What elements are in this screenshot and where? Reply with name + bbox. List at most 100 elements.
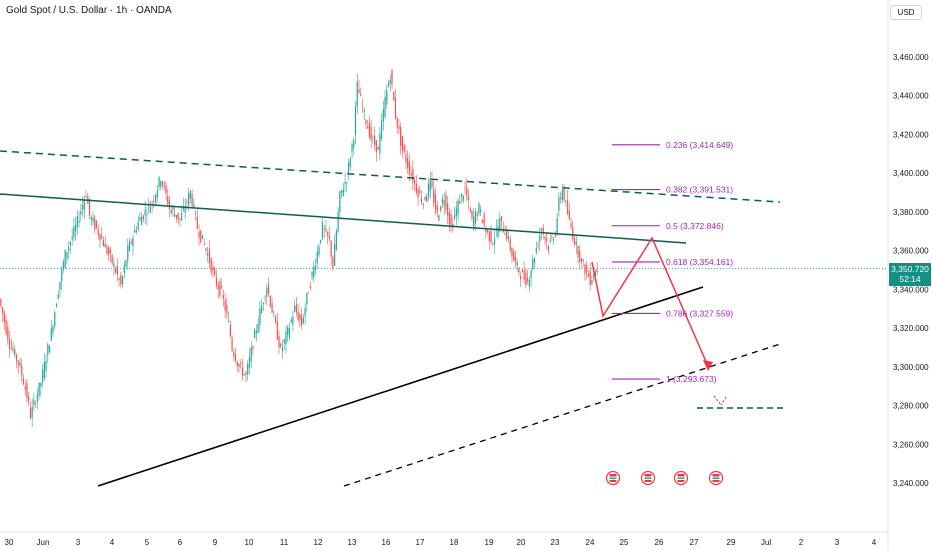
candle-body <box>257 323 259 333</box>
candle-body <box>340 190 343 193</box>
descending-trendline[interactable] <box>0 193 687 244</box>
price-tick-label: 3,460.000 <box>893 53 929 62</box>
candle-body <box>193 204 195 208</box>
candle-body <box>233 351 235 357</box>
candle-body <box>254 330 256 339</box>
candle-body <box>507 236 510 239</box>
time-tick-label: 4 <box>872 538 877 547</box>
candle-body <box>188 193 190 206</box>
price-tick-label: 3,300.000 <box>893 363 929 372</box>
candle-body <box>274 316 277 323</box>
price-tick-label: 3,440.000 <box>893 92 929 101</box>
candle-body <box>123 265 125 273</box>
time-tick-label: 12 <box>314 538 323 547</box>
candle-body <box>356 81 358 107</box>
candle-body <box>50 328 52 340</box>
event-flag-icon[interactable] <box>673 470 689 486</box>
candle-body <box>287 326 289 335</box>
candle-body <box>116 266 118 275</box>
candle-body <box>372 137 374 139</box>
candle-body <box>436 205 438 213</box>
candle-body <box>377 146 379 150</box>
candle-body <box>240 362 242 364</box>
candle-body <box>300 315 303 326</box>
candle-body <box>471 211 473 218</box>
event-flag-icon[interactable] <box>640 470 656 486</box>
candle-body <box>120 275 122 285</box>
candle-body <box>261 305 263 313</box>
candle-body <box>593 275 595 277</box>
candle-body <box>130 241 132 243</box>
candle-body <box>353 140 355 147</box>
candle-body <box>222 295 224 299</box>
candle-body <box>367 126 369 129</box>
candle-body <box>523 270 525 280</box>
candle-body <box>382 109 384 122</box>
candle-body <box>589 270 591 286</box>
candle-body <box>200 230 202 243</box>
candle-body <box>85 196 87 198</box>
event-flags[interactable] <box>605 470 724 486</box>
event-flag-icon[interactable] <box>605 470 621 486</box>
candle-body <box>342 189 344 196</box>
projection-path[interactable] <box>591 236 709 367</box>
symbol-title[interactable]: Gold Spot / U.S. Dollar · 1h · OANDA <box>6 5 172 16</box>
price-tick-label: 3,320.000 <box>893 324 929 333</box>
lower-dashed-channel-line[interactable] <box>343 343 781 487</box>
currency-selector[interactable]: USD <box>890 5 922 20</box>
candle-body <box>549 240 551 243</box>
candle-body <box>102 240 105 247</box>
candle-body <box>375 140 377 153</box>
time-tick-label: 10 <box>245 538 254 547</box>
candle-body <box>361 106 364 108</box>
candle-body <box>459 201 461 205</box>
candle-body <box>215 277 218 286</box>
fib-level-label: 0.236 (3,414.649) <box>666 140 733 150</box>
event-flag-icon[interactable] <box>708 470 724 486</box>
price-axis[interactable]: 3,240.000 3,260.000 3,280.000 3,300.000 3,32… <box>893 53 929 488</box>
candle-body <box>304 307 306 316</box>
candle-body <box>582 259 584 262</box>
fib-level-label: 0.382 (3,391.531) <box>666 185 733 195</box>
candle-body <box>210 258 212 273</box>
candle-body <box>165 184 167 194</box>
candle-body <box>21 365 23 376</box>
candle-body <box>172 206 174 210</box>
candle-body <box>391 69 393 85</box>
candle-body <box>205 248 207 251</box>
candle-body <box>307 292 310 294</box>
candle-body <box>339 191 341 213</box>
candle-body <box>38 382 40 396</box>
candle-body <box>445 194 447 210</box>
candle-body <box>182 207 185 210</box>
candle-body <box>316 251 318 264</box>
candle-body <box>54 312 56 327</box>
candle-body <box>31 406 33 418</box>
candle-body <box>386 90 388 104</box>
candle-body <box>285 331 287 345</box>
candle-body <box>10 347 12 349</box>
candle-body <box>513 251 515 262</box>
candle-body <box>476 213 478 216</box>
candle-body <box>141 216 143 225</box>
candle-body <box>66 252 68 259</box>
candle-body <box>325 228 327 232</box>
candle-body <box>500 216 503 221</box>
last-price-value: 3,350.720 <box>891 264 929 274</box>
ascending-support-line[interactable] <box>97 286 704 487</box>
candle-body <box>151 203 153 204</box>
candle-body <box>302 318 304 323</box>
time-axis[interactable]: 30 Jun 3 4 5 6 9 10 11 12 13 16 17 18 19 20 23 24 25 26 27 29… <box>5 538 877 547</box>
candle-body <box>434 194 437 210</box>
candle-body <box>73 226 75 237</box>
fibonacci-retracement[interactable]: 0.236 (3,414.649) 0.382 (3,391.531) 0.5 (3… <box>612 140 733 384</box>
candle-body <box>227 320 230 322</box>
candle-body <box>561 189 563 200</box>
time-tick-label: 26 <box>655 538 664 547</box>
upper-dashed-trendline[interactable] <box>0 150 781 203</box>
candle-body <box>62 261 65 270</box>
candle-body <box>3 312 5 323</box>
time-tick-label: 9 <box>213 538 218 547</box>
